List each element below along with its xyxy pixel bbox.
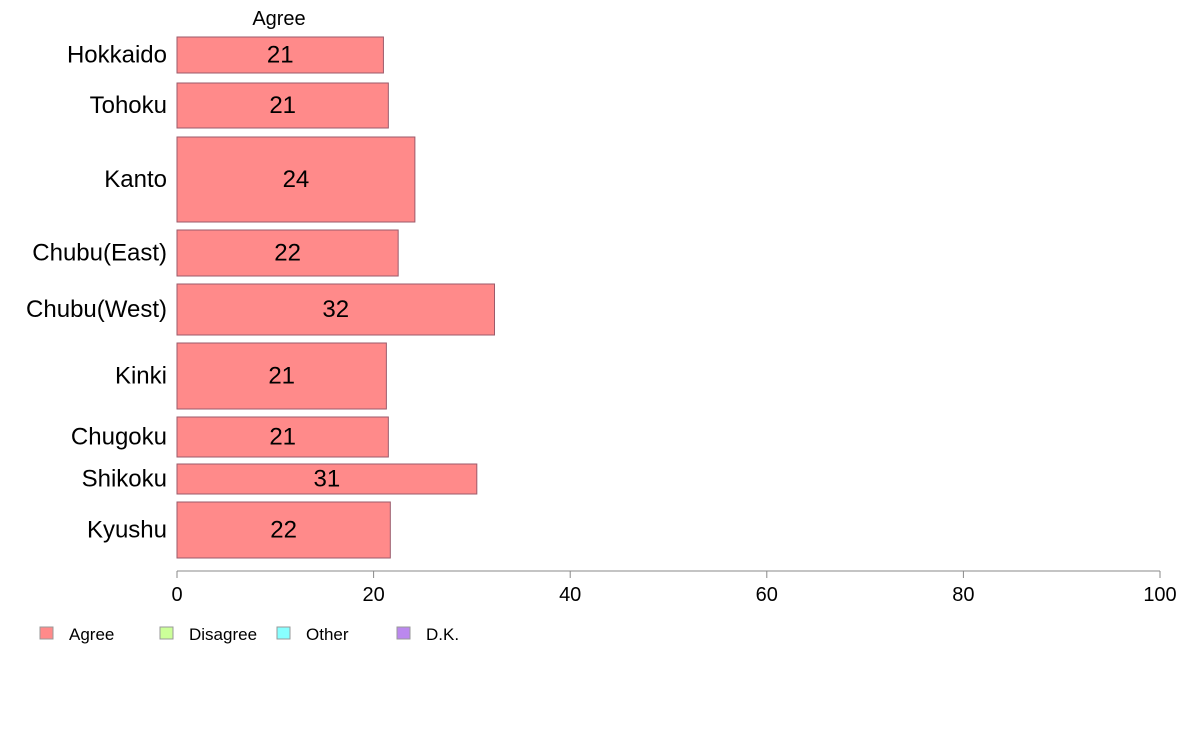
category-label: Chugoku [71,424,167,451]
value-labels: 21 21 24 22 32 21 21 31 22 [267,42,349,544]
x-tick-label: 60 [756,584,778,606]
x-tick-label: 0 [171,584,182,606]
category-labels: Hokkaido Tohoku Kanto Chubu(East) Chubu(West… [26,42,167,544]
value-label: 32 [322,296,349,323]
bar-tohoku [176,82,389,129]
category-label: Kinki [115,363,167,390]
legend-swatch [276,626,291,640]
legend-label: Agree [69,625,114,644]
bar-kyushu [176,501,391,559]
legend-swatch [396,626,411,640]
bar-chubu-west- [176,283,496,336]
bar-chubu-east- [176,229,399,277]
category-label: Kyushu [87,517,167,544]
x-tick-label: 80 [952,584,974,606]
category-label: Kanto [104,166,167,193]
value-label: 22 [270,517,297,544]
bar-chugoku [176,416,389,458]
bar-hokkaido [176,36,384,74]
column-header: Agree [252,8,305,30]
legend-label: D.K. [426,625,459,644]
bar-kinki [176,342,387,410]
category-label: Shikoku [82,466,167,493]
x-axis: 0 20 40 60 80 100 [171,570,1177,606]
legend-swatch [39,626,54,640]
value-label: 21 [269,92,296,119]
category-label: Chubu(West) [26,296,167,323]
bar-shikoku [176,463,478,495]
value-label: 21 [268,363,295,390]
legend-swatch [159,626,174,640]
x-tick-label: 40 [559,584,581,606]
value-label: 21 [267,42,294,69]
category-label: Tohoku [90,92,167,119]
category-label: Hokkaido [67,42,167,69]
category-label: Chubu(East) [32,240,167,267]
legend: Agree Disagree Other D.K. [39,625,459,644]
value-label: 24 [283,166,310,193]
x-tick-label: 100 [1143,584,1176,606]
value-label: 22 [274,240,301,267]
bar-kanto [176,136,416,223]
x-tick-label: 20 [362,584,384,606]
legend-label: Other [306,625,349,644]
value-label: 31 [314,466,341,493]
bars-group [176,36,496,559]
legend-label: Disagree [189,625,257,644]
value-label: 21 [269,424,296,451]
